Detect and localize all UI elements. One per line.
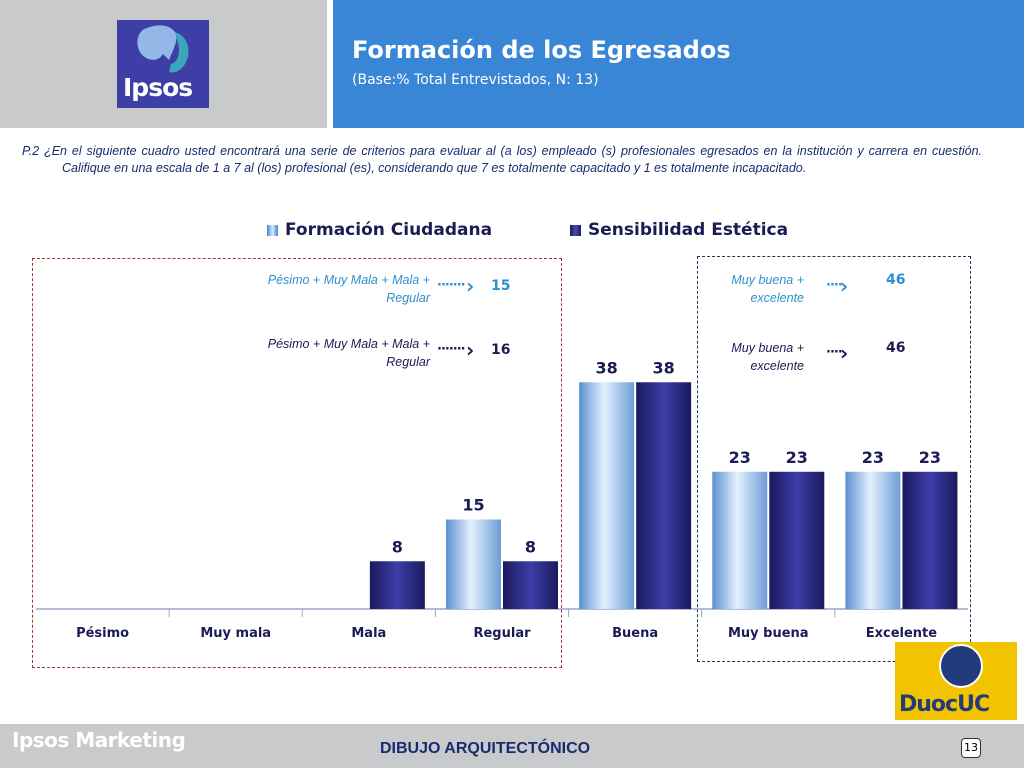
- legend-label-series-2: Sensibilidad Estética: [588, 220, 789, 240]
- bar-series-2: [769, 471, 825, 609]
- annotation-right-1-label: Muy buena + excelente: [731, 273, 804, 305]
- annotation-left-2-value: 16: [491, 342, 511, 358]
- bar-series-2: [503, 561, 558, 609]
- x-tick-label: Muy buena: [728, 626, 809, 641]
- chevron-right-icon: ›: [840, 274, 849, 298]
- annotation-left-2-label: Pésimo + Muy Mala + Mala + Regular: [267, 337, 430, 369]
- bar-series-1: [579, 382, 635, 609]
- data-label: 23: [919, 448, 941, 467]
- bar-series-1: [712, 471, 768, 609]
- page-number: 13: [961, 738, 981, 758]
- legend-swatch-series-1: [267, 224, 278, 236]
- question-text: P.2 ¿En el siguiente cuadro usted encont…: [22, 144, 982, 175]
- data-label: 23: [862, 448, 884, 467]
- bar-series-1: [446, 519, 501, 609]
- x-tick-label: Muy mala: [200, 626, 271, 641]
- section-label: DIBUJO ARQUITECTÓNICO: [380, 740, 591, 757]
- data-label: 8: [525, 537, 536, 556]
- annotation-left-1-dots: ·······: [437, 278, 466, 293]
- annotation-right-1-value: 46: [886, 272, 906, 288]
- annotation-right-2-dots: ····: [826, 345, 843, 360]
- x-tick-label: Regular: [473, 626, 531, 641]
- data-label: 38: [653, 358, 675, 377]
- duoc-logo: DuocUC: [895, 642, 1017, 720]
- bar-series-2: [636, 382, 692, 609]
- header-right-panel: [333, 0, 1024, 128]
- bar-series-2: [902, 471, 958, 609]
- x-tick-label: Excelente: [866, 626, 938, 641]
- annotation-right-2-value: 46: [886, 340, 906, 356]
- ipsos-logo-figure-icon: [137, 25, 189, 73]
- legend-item-series-1: Formación Ciudadana: [267, 220, 492, 240]
- annotation-right-2-label: Muy buena + excelente: [731, 341, 804, 373]
- bar-series-2: [369, 561, 425, 609]
- duoc-seal-icon: [939, 644, 983, 688]
- data-label: 38: [596, 358, 618, 377]
- x-tick-label: Mala: [351, 626, 386, 641]
- data-label: 15: [462, 496, 484, 515]
- data-label: 23: [729, 448, 751, 467]
- legend-label-series-1: Formación Ciudadana: [285, 220, 493, 240]
- annotation-left-1-label: Pésimo + Muy Mala + Mala + Regular: [267, 273, 430, 305]
- footer-brand: Ipsos Marketing: [12, 728, 186, 752]
- page-subtitle: (Base:% Total Entrevistados, N: 13): [352, 72, 599, 88]
- ipsos-logo-text: Ipsos: [123, 73, 193, 102]
- positive-group-box: [697, 256, 971, 662]
- chevron-right-icon: ›: [466, 338, 475, 362]
- ipsos-logo: Ipsos: [117, 20, 209, 108]
- legend-item-series-2: Sensibilidad Estética: [570, 220, 788, 240]
- bar-series-1: [845, 471, 901, 609]
- footer-bar: [0, 724, 1024, 768]
- data-label: 8: [392, 537, 403, 556]
- x-tick-label: Pésimo: [76, 626, 129, 641]
- chevron-right-icon: ›: [840, 341, 849, 365]
- duoc-logo-text: DuocUC: [899, 692, 990, 717]
- x-tick-label: Buena: [612, 626, 658, 641]
- chevron-right-icon: ›: [466, 274, 475, 298]
- page-title: Formación de los Egresados: [352, 36, 731, 64]
- annotation-left-2-dots: ·······: [437, 342, 466, 357]
- annotation-right-1-dots: ····: [826, 278, 843, 293]
- data-label: 23: [786, 448, 808, 467]
- negative-group-box: [32, 258, 562, 668]
- legend-swatch-series-2: [570, 224, 581, 236]
- annotation-left-1-value: 15: [491, 278, 511, 294]
